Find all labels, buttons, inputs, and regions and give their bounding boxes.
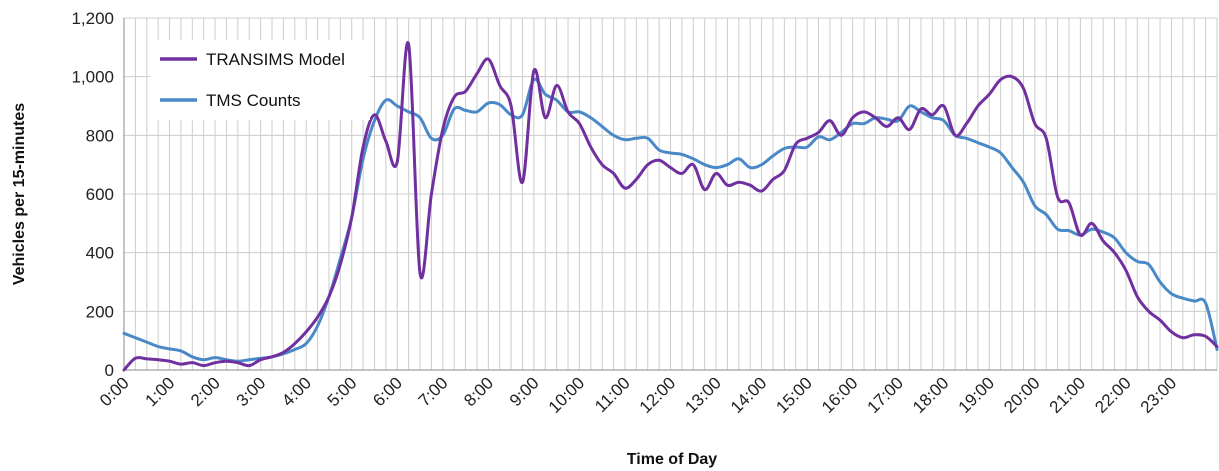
x-tick-label: 13:00: [681, 373, 725, 417]
x-tick-label: 16:00: [818, 373, 862, 417]
x-tick-label: 12:00: [636, 373, 680, 417]
legend: TRANSIMS Model TMS Counts: [150, 40, 370, 120]
y-axis-title: Vehicles per 15-minutes: [11, 103, 28, 285]
x-tick-label: 21:00: [1046, 373, 1090, 417]
x-tick-label: 11:00: [591, 373, 634, 416]
legend-label-transims: TRANSIMS Model: [206, 50, 345, 69]
legend-background: [150, 40, 370, 120]
y-tick-label: 600: [86, 185, 114, 204]
x-tick-label: 10:00: [545, 373, 589, 417]
x-tick-label: 7:00: [415, 373, 452, 410]
series-line-tms-counts: [122, 77, 1219, 363]
x-tick-label: 14:00: [727, 373, 771, 417]
y-tick-label: 400: [86, 244, 114, 263]
x-tick-label: 23:00: [1137, 373, 1181, 417]
x-tick-label: 20:00: [1000, 373, 1044, 417]
series-line-transims-model: [122, 40, 1219, 372]
x-tick-label: 3:00: [233, 373, 270, 410]
x-tick-label: 19:00: [955, 373, 999, 417]
x-tick-label: 0:00: [96, 373, 133, 410]
x-tick-label: 8:00: [460, 373, 497, 410]
y-tick-label: 1,200: [71, 9, 114, 28]
x-axis-tick-labels: 0:00 1:00 2:00 3:00 4:00 5:00 6:00 7:00 8:00 9:00…: [96, 373, 1180, 417]
x-tick-label: 2:00: [187, 373, 224, 410]
legend-label-tms: TMS Counts: [206, 91, 300, 110]
x-tick-label: 6:00: [369, 373, 406, 410]
y-tick-label: 0: [105, 361, 114, 380]
y-tick-label: 800: [86, 126, 114, 145]
x-tick-label: 22:00: [1091, 373, 1135, 417]
x-tick-label: 1:00: [142, 373, 179, 410]
x-tick-label: 9:00: [506, 373, 543, 410]
y-tick-label: 200: [86, 302, 114, 321]
y-tick-label: 1,000: [71, 68, 114, 87]
y-axis-tick-labels: 0 200 400 600 800 1,000 1,200: [71, 9, 114, 380]
x-tick-label: 4:00: [278, 373, 315, 410]
x-tick-label: 15:00: [772, 373, 816, 417]
x-tick-label: 5:00: [324, 373, 361, 410]
x-tick-label: 18:00: [909, 373, 953, 417]
x-tick-label: 17:00: [864, 373, 908, 417]
series-lines: [122, 40, 1219, 372]
x-axis-title: Time of Day: [627, 451, 718, 468]
